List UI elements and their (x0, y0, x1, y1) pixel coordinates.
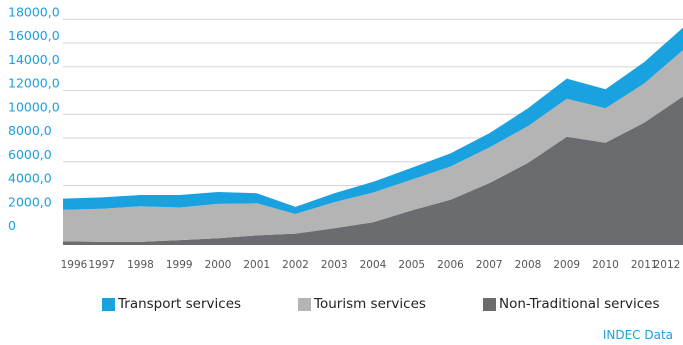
y-tick-label: 6000,0 (8, 147, 52, 162)
y-tick-label: 4000,0 (8, 171, 52, 186)
x-tick-label: 1999 (166, 259, 193, 271)
y-axis-tick-labels: 0 2000,0 4000,0 6000,0 8000,0 10000,0 12000,0 1… (8, 4, 60, 233)
x-tick-label: 2003 (321, 259, 348, 271)
x-tick-label: 2010 (592, 259, 619, 271)
y-tick-label: 12000,0 (8, 76, 60, 91)
x-tick-label: 2005 (398, 259, 425, 271)
legend-swatch-nontraditional (483, 297, 496, 311)
y-tick-label: 18000,0 (8, 4, 60, 19)
x-tick-label: 2002 (282, 259, 309, 271)
y-tick-label: 2000,0 (8, 194, 52, 209)
legend-swatch-transport (102, 297, 115, 311)
legend-item-nontraditional: Non-Traditional services (483, 294, 660, 314)
legend-label-transport: Transport services (118, 296, 242, 312)
y-tick-label: 10000,0 (8, 99, 60, 114)
legend-label-tourism: Tourism services (314, 296, 426, 312)
y-tick-label: 14000,0 (8, 52, 60, 67)
x-tick-label: 2007 (476, 259, 503, 271)
x-tick-label: 2006 (437, 259, 464, 271)
x-axis-tick-labels: 1996 1997 1998 1999 2000 2001 2002 2003 2004 2005… (61, 259, 681, 271)
area-series (63, 27, 683, 246)
area-tourism-services (63, 50, 683, 242)
legend: Transport services Tourism services Non-… (0, 294, 683, 314)
x-tick-label: 2011 (631, 259, 658, 271)
x-tick-label: 2004 (360, 259, 387, 271)
x-tick-label: 2009 (553, 259, 580, 271)
x-tick-label: 1998 (127, 259, 154, 271)
legend-swatch-tourism (298, 297, 311, 311)
x-tick-label: 1997 (88, 259, 115, 271)
legend-item-tourism: Tourism services (298, 294, 426, 314)
source-note: INDEC Data (602, 328, 673, 342)
x-tick-label: 2001 (243, 259, 270, 271)
x-tick-label: 2000 (205, 259, 232, 271)
y-tick-label: 8000,0 (8, 123, 52, 138)
legend-label-nontraditional: Non-Traditional services (499, 296, 660, 312)
x-tick-label: 2012 (654, 259, 681, 271)
x-tick-label: 2008 (515, 259, 542, 271)
legend-item-transport: Transport services (102, 294, 241, 314)
y-tick-label: 16000,0 (8, 28, 60, 43)
y-tick-label: 0 (8, 218, 16, 233)
x-tick-label: 1996 (61, 259, 88, 271)
area-non-traditional-services (63, 96, 683, 246)
